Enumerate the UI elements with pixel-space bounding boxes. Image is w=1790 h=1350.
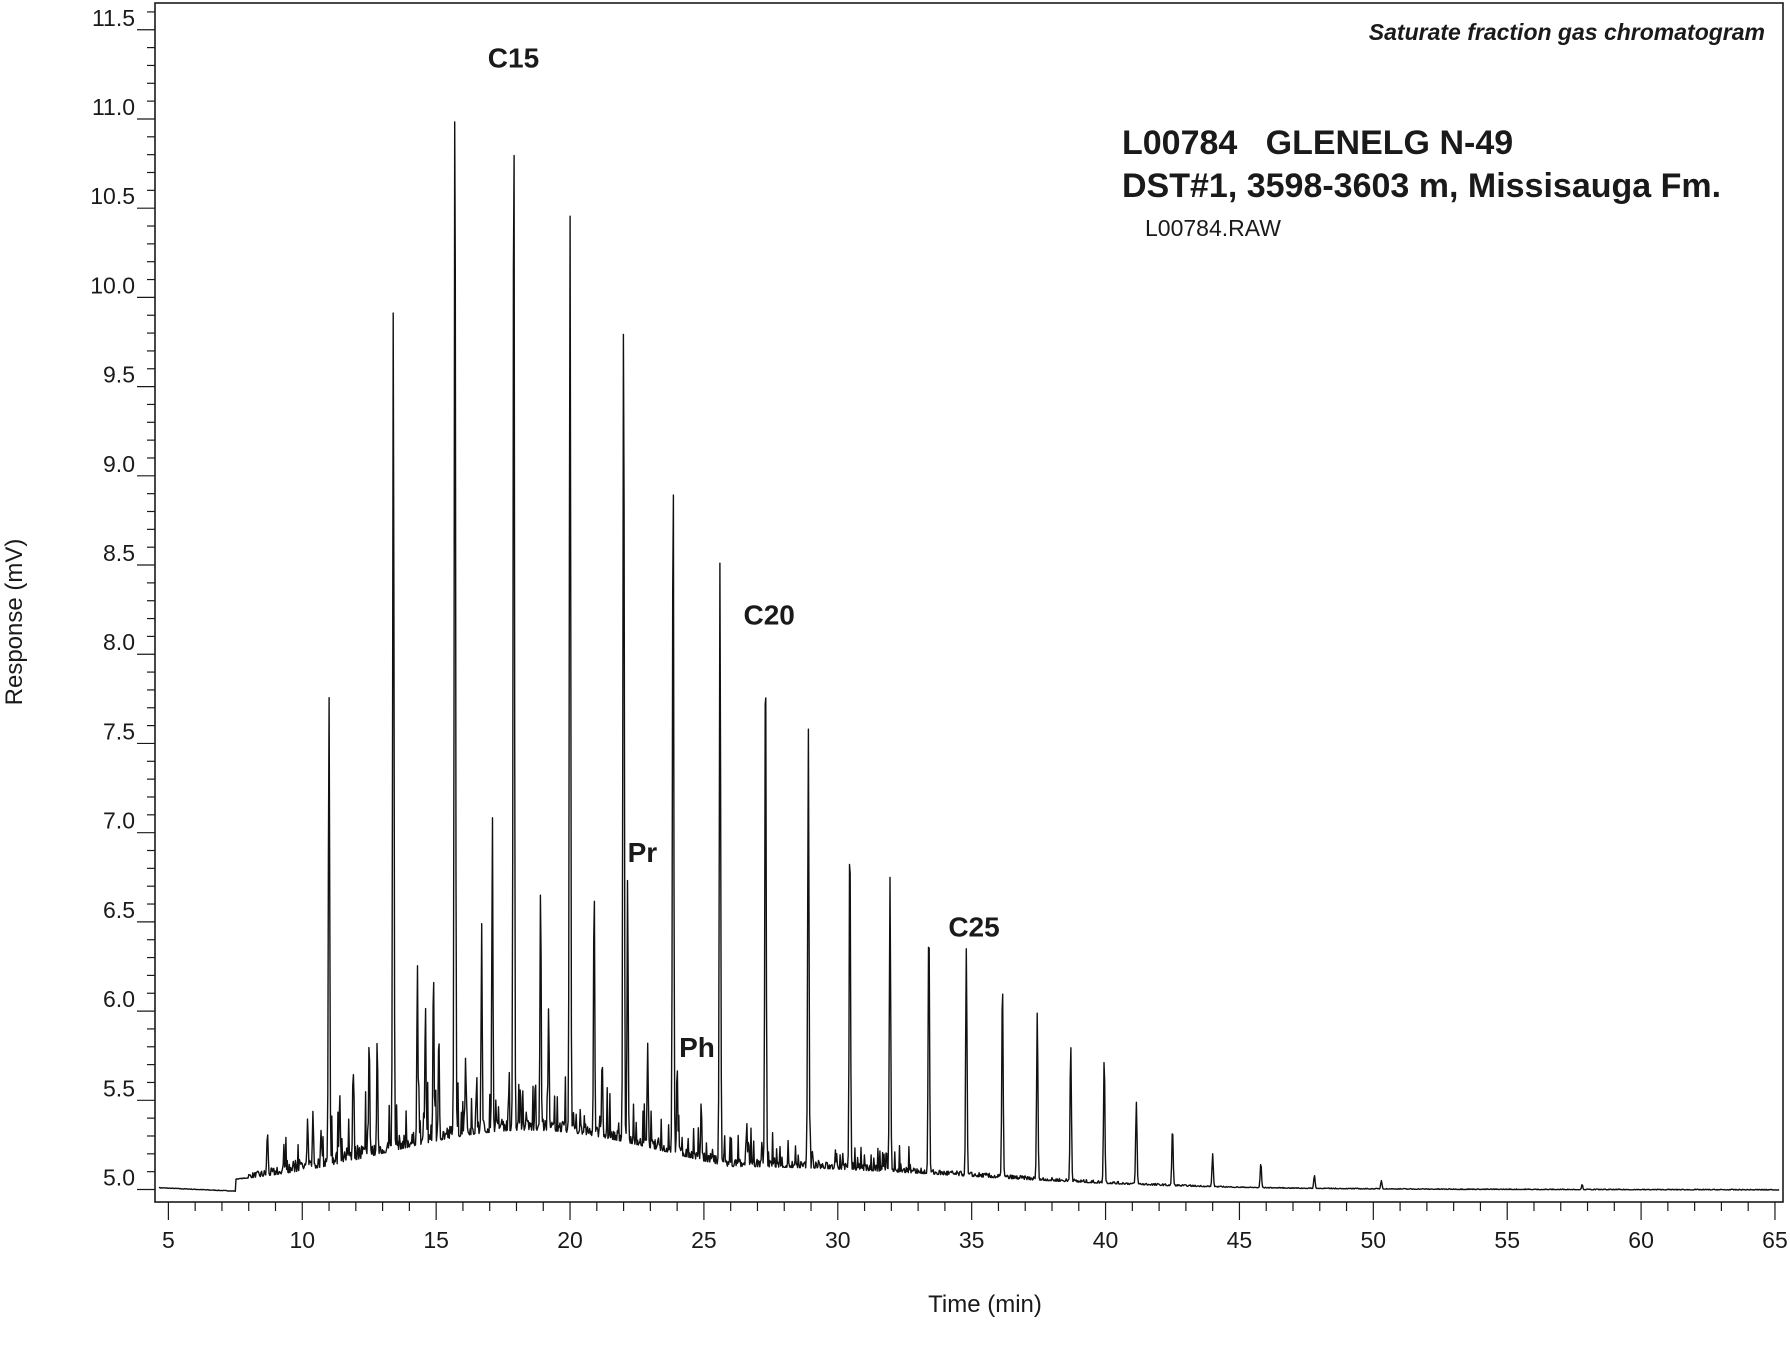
y-tick-label: 11.5 — [92, 5, 135, 31]
plot-frame — [154, 2, 1784, 1203]
y-tick-label: 9.0 — [103, 451, 135, 477]
peak-label-c20: C20 — [744, 599, 795, 630]
y-tick-label: 11.0 — [92, 94, 135, 120]
y-tick-label: 5.5 — [103, 1075, 135, 1101]
x-tick-label: 45 — [1227, 1227, 1253, 1253]
y-axis-title: Response (mV) — [1, 539, 28, 706]
x-tick-label: 40 — [1093, 1227, 1119, 1253]
peak-label-pr: Pr — [628, 837, 658, 868]
x-axis-title: Time (min) — [928, 1291, 1042, 1318]
peak-label-c25: C25 — [948, 912, 999, 943]
x-tick-label: 20 — [557, 1227, 583, 1253]
y-tick-label: 6.0 — [103, 986, 135, 1012]
x-tick-label: 60 — [1628, 1227, 1654, 1253]
file-name: L00784.RAW — [1145, 215, 1281, 241]
x-tick-label: 55 — [1494, 1227, 1520, 1253]
x-tick-label: 10 — [289, 1227, 315, 1253]
y-tick-label: 10.5 — [90, 183, 135, 209]
y-tick-label: 8.0 — [103, 629, 135, 655]
chart-title: Saturate fraction gas chromatogram — [1369, 19, 1765, 45]
x-tick-label: 15 — [423, 1227, 449, 1253]
sample-info: DST#1, 3598-3603 m, Missisauga Fm. — [1122, 167, 1721, 205]
y-tick-label: 7.5 — [103, 718, 135, 744]
peak-label-c15: C15 — [488, 43, 539, 74]
peak-label-ph: Ph — [679, 1032, 715, 1063]
x-tick-label: 35 — [959, 1227, 985, 1253]
x-axis: 5 10 15 20 25 30 35 40 45 50 55 60 65 — [162, 1202, 1788, 1253]
peak-annotations: C15 Pr Ph C20 C25 — [488, 43, 1000, 1063]
y-tick-label: 5.0 — [103, 1165, 135, 1191]
sample-id: L00784 GLENELG N-49 — [1122, 124, 1513, 162]
y-tick-label: 9.5 — [103, 362, 135, 388]
y-tick-label: 6.5 — [103, 897, 135, 923]
x-tick-label: 25 — [691, 1227, 717, 1253]
x-tick-label: 65 — [1762, 1227, 1788, 1253]
chromatogram-trace — [158, 121, 1780, 1192]
x-tick-label: 5 — [162, 1227, 175, 1253]
y-tick-label: 10.0 — [90, 272, 135, 298]
x-tick-label: 30 — [825, 1227, 851, 1253]
y-tick-label: 7.0 — [103, 808, 135, 834]
x-tick-label: 50 — [1361, 1227, 1387, 1253]
y-axis: 5.0 5.5 6.0 6.5 7.0 7.5 8.0 8.5 9.0 9.5 10.0 10.5 11… — [90, 5, 155, 1191]
y-tick-label: 8.5 — [103, 540, 135, 566]
